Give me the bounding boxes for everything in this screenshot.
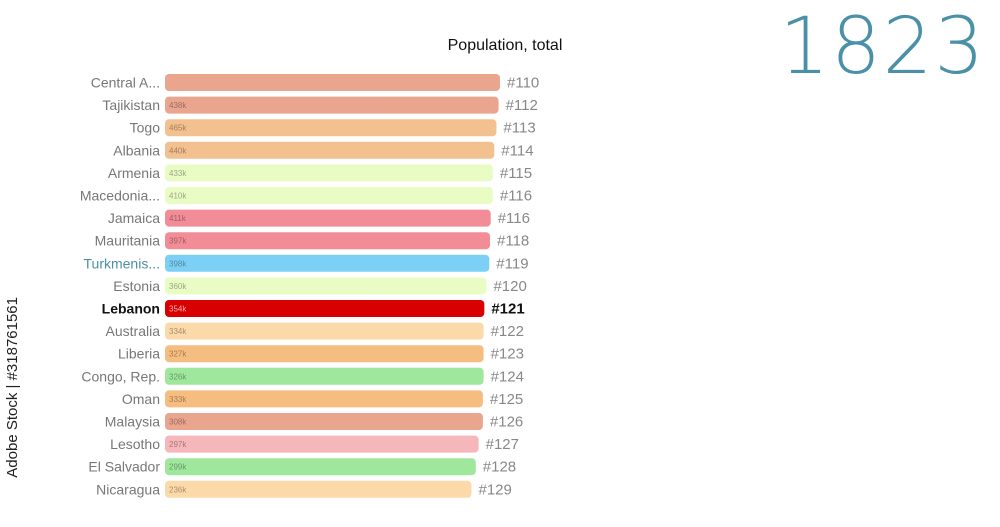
category-label: Congo, Rep. — [81, 368, 160, 384]
bar — [165, 209, 491, 227]
bar-row: Jamaica 411k #116 — [108, 209, 530, 227]
bar — [165, 435, 479, 453]
bar — [165, 254, 490, 272]
rank-label: #120 — [493, 278, 526, 295]
bar — [165, 277, 487, 295]
bar-row: Lebanon 354k #121 — [102, 300, 525, 318]
category-label: Oman — [122, 391, 160, 407]
bar-row: El Salvador 299k #128 — [88, 458, 516, 476]
value-label: 236k — [169, 485, 187, 494]
value-label: 433k — [169, 169, 187, 178]
category-label: Estonia — [113, 278, 160, 294]
bar-row: Togo 465k #113 — [130, 119, 536, 137]
rank-label: #114 — [501, 142, 533, 159]
value-label: 360k — [169, 282, 187, 291]
value-label: 440k — [169, 146, 187, 155]
bar-row: Macedonia... 410k #116 — [80, 187, 532, 205]
bar — [165, 367, 484, 385]
category-label: Central A... — [91, 75, 160, 91]
value-label: 397k — [169, 237, 187, 246]
rank-label: #116 — [498, 210, 530, 227]
rank-label: #112 — [506, 97, 538, 114]
bar-row: Congo, Rep. 326k #124 — [81, 367, 524, 385]
category-label: Macedonia... — [80, 188, 160, 204]
category-label: Liberia — [118, 346, 160, 362]
category-label: Jamaica — [108, 210, 160, 226]
value-label: 410k — [169, 192, 187, 201]
rank-label: #118 — [497, 233, 529, 250]
rank-label: #121 — [491, 301, 524, 318]
bar — [165, 322, 484, 340]
bar-row: Malaysia 308k #126 — [105, 413, 523, 431]
category-label: Lebanon — [102, 301, 160, 317]
year-label: 1823 — [779, 2, 986, 92]
bar — [165, 345, 484, 363]
category-label: Albania — [113, 142, 160, 158]
value-label: 398k — [169, 259, 187, 268]
bar — [165, 187, 493, 204]
bar — [165, 413, 483, 430]
rank-label: #122 — [491, 323, 524, 340]
value-label: 354k — [169, 305, 187, 314]
category-label: Nicaragua — [96, 481, 160, 497]
bar — [165, 119, 497, 137]
category-label: Lesotho — [110, 436, 160, 452]
rank-label: #128 — [483, 459, 516, 476]
value-label: 465k — [169, 124, 187, 133]
category-label: Togo — [130, 120, 161, 136]
rank-label: #115 — [500, 165, 532, 182]
bar-row: Australia 334k #122 — [106, 322, 524, 340]
bar — [165, 74, 500, 91]
value-label: 333k — [169, 395, 187, 404]
bar — [165, 141, 495, 159]
value-label: 326k — [169, 372, 187, 381]
value-label: 438k — [169, 101, 187, 110]
bar-row: Liberia 327k #123 — [118, 345, 524, 363]
value-label: 297k — [169, 440, 187, 449]
bar-row: Turkmenis... 398k #119 — [84, 254, 529, 272]
category-label: Mauritania — [95, 233, 161, 249]
bar-row: Albania 440k #114 — [113, 141, 534, 159]
bar — [165, 458, 476, 476]
bar-row: Lesotho 297k #127 — [110, 435, 519, 453]
category-label: Australia — [106, 323, 161, 339]
rank-label: #113 — [503, 120, 535, 137]
value-label: 299k — [169, 463, 187, 472]
bar — [165, 390, 483, 408]
bar-row: Estonia 360k #120 — [113, 277, 527, 295]
bar — [165, 480, 472, 498]
rank-label: #126 — [490, 414, 523, 431]
category-label: El Salvador — [88, 459, 160, 475]
category-label: Turkmenis... — [84, 255, 161, 271]
category-label: Malaysia — [105, 414, 160, 430]
bar-row: Nicaragua 236k #129 — [96, 480, 512, 498]
rank-label: #125 — [490, 391, 523, 408]
chart-title: Population, total — [447, 37, 563, 54]
rank-label: #123 — [491, 346, 524, 363]
value-label: 334k — [169, 327, 187, 336]
bar-row: Central A... #110 — [91, 74, 539, 92]
bar-row: Mauritania 397k #118 — [95, 232, 529, 250]
rank-label: #124 — [491, 368, 524, 385]
bar-row: Tajikistan 438k #112 — [102, 96, 538, 114]
rank-label: #116 — [500, 188, 532, 205]
rank-label: #110 — [507, 75, 539, 92]
category-label: Tajikistan — [102, 97, 160, 113]
bar — [165, 96, 499, 114]
rank-label: #119 — [496, 255, 528, 272]
value-label: 411k — [169, 214, 187, 223]
bar-row: Oman 333k #125 — [122, 390, 523, 408]
value-label: 308k — [169, 418, 187, 427]
rank-label: #129 — [478, 481, 511, 498]
bar — [165, 164, 493, 182]
bar-row: Armenia 433k #115 — [108, 164, 532, 182]
bar — [165, 232, 491, 250]
bar — [165, 300, 485, 317]
category-label: Armenia — [108, 165, 160, 181]
rank-label: #127 — [486, 436, 519, 453]
value-label: 327k — [169, 350, 187, 359]
